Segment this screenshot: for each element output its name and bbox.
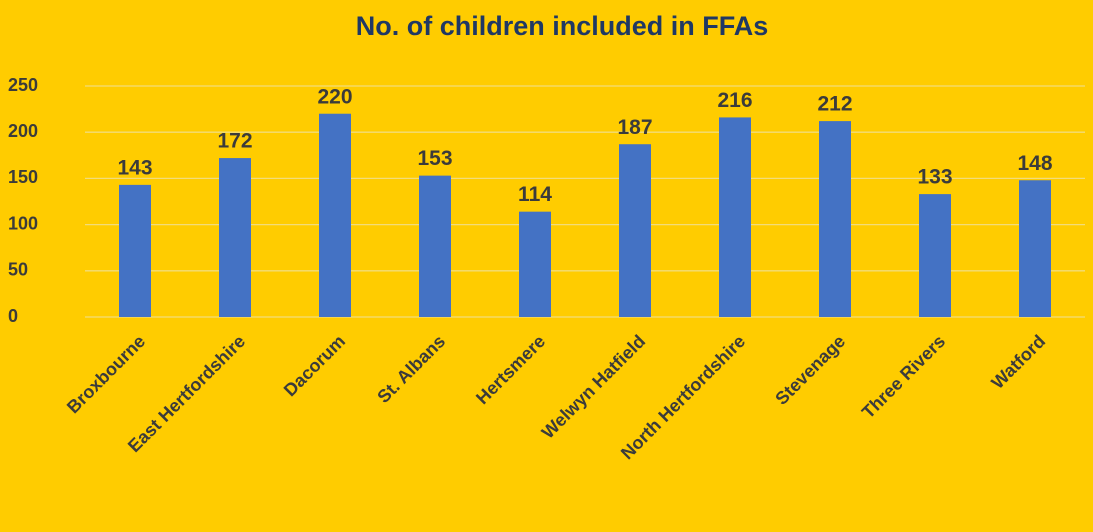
x-tick-label: Watford	[987, 331, 1049, 393]
data-label: 187	[617, 116, 652, 139]
y-tick-label: 50	[8, 260, 28, 280]
bar	[919, 194, 951, 317]
data-label: 114	[518, 183, 552, 206]
x-tick-label: Hertsmere	[472, 331, 549, 408]
x-tick-label: Dacorum	[280, 331, 349, 400]
bar	[519, 211, 551, 317]
bar	[719, 117, 751, 317]
x-tick-label: Stevenage	[771, 331, 849, 409]
bar	[619, 144, 651, 317]
x-tick-label: Three Rivers	[858, 331, 949, 422]
data-label: 212	[817, 93, 852, 116]
y-tick-label: 100	[8, 213, 38, 233]
bar	[819, 121, 851, 317]
data-label: 172	[217, 130, 252, 153]
chart-title: No. of children included in FFAs	[356, 11, 769, 41]
data-label: 220	[317, 85, 352, 108]
bar	[319, 113, 351, 317]
data-label: 133	[917, 166, 952, 189]
data-label: 153	[417, 147, 452, 170]
bar	[1019, 180, 1051, 317]
data-label: 148	[1017, 152, 1052, 175]
bar	[419, 175, 451, 317]
bar	[219, 158, 251, 317]
data-label: 216	[717, 89, 752, 112]
data-label: 143	[117, 156, 152, 179]
x-tick-label: St. Albans	[373, 331, 449, 407]
y-tick-label: 150	[8, 167, 38, 187]
bar	[119, 184, 151, 317]
y-tick-label: 250	[8, 75, 38, 95]
x-tick-label: Broxbourne	[63, 331, 149, 417]
x-tick-label: Welwyn Hatfield	[538, 331, 650, 443]
y-tick-label: 200	[8, 121, 38, 141]
y-tick-label: 0	[8, 306, 18, 326]
